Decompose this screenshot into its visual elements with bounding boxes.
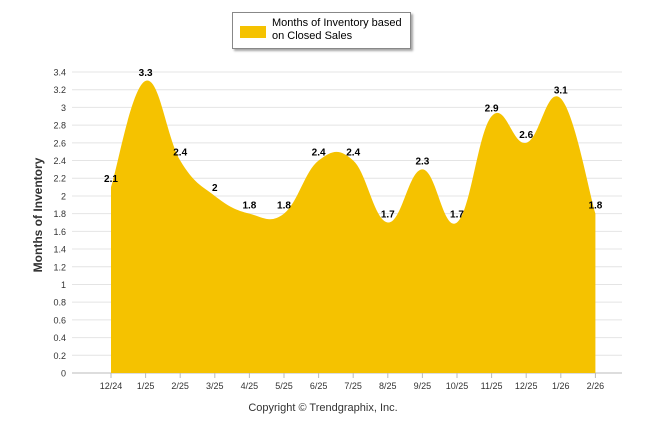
y-tick-label: 1.8	[53, 209, 66, 219]
legend-label: Months of Inventory based on Closed Sale…	[272, 17, 402, 42]
x-tick-label: 5/25	[275, 381, 293, 391]
y-tick-label: 0.6	[53, 315, 66, 325]
data-label: 1.8	[588, 201, 602, 212]
y-tick-label: 1	[61, 280, 66, 290]
x-tick-label: 4/25	[241, 381, 259, 391]
y-tick-label: 1.4	[53, 245, 66, 255]
x-tick-label: 12/24	[100, 381, 123, 391]
x-tick-label: 10/25	[446, 381, 469, 391]
y-tick-label: 2.8	[53, 121, 66, 131]
y-tick-label: 0.8	[53, 298, 66, 308]
data-label: 1.8	[242, 201, 256, 212]
data-labels: 2.1 3.3 2.4 2 1.8 1.8 2.4 2.4 1.7 2.3 1.7 2.9 2.6 3.1…	[104, 68, 603, 221]
y-tick-label: 1.6	[53, 227, 66, 237]
x-tick-label: 2/26	[587, 381, 605, 391]
y-tick-label: 0	[61, 369, 66, 379]
data-label: 1.7	[381, 210, 395, 221]
data-label: 3.1	[554, 86, 568, 97]
data-label: 2.4	[312, 148, 326, 159]
x-tick-label: 9/25	[414, 381, 432, 391]
x-tick-label: 6/25	[310, 381, 328, 391]
data-label: 2.6	[519, 130, 533, 141]
y-tick-label: 0.4	[53, 333, 66, 343]
y-tick-label: 0.2	[53, 351, 66, 361]
area-series	[111, 80, 596, 374]
legend: Months of Inventory based on Closed Sale…	[232, 12, 411, 49]
data-label: 2.1	[104, 174, 118, 185]
y-tick-label: 3	[61, 103, 66, 113]
data-label: 2.3	[415, 156, 429, 167]
y-tick-label: 3.4	[53, 68, 66, 78]
data-label: 2	[212, 183, 218, 194]
data-label: 1.8	[277, 201, 291, 212]
x-tick-label: 1/25	[137, 381, 155, 391]
data-label: 3.3	[139, 68, 153, 79]
x-tick-label: 7/25	[344, 381, 362, 391]
data-label: 2.4	[346, 148, 360, 159]
data-label: 1.7	[450, 210, 464, 221]
y-axis-label: Months of Inventory	[31, 157, 45, 272]
data-label: 2.4	[173, 148, 187, 159]
x-axis: 12/24 1/25 2/25 3/25 4/25 5/25 6/25 7/25 8/25 9/2…	[100, 373, 604, 391]
y-tick-label: 2.6	[53, 138, 66, 148]
y-tick-label: 3.2	[53, 85, 66, 95]
x-tick-label: 11/25	[481, 381, 503, 391]
copyright-text: Copyright © Trendgraphix, Inc.	[248, 402, 398, 414]
x-tick-label: 8/25	[379, 381, 397, 391]
y-tick-label: 2	[61, 191, 66, 201]
y-axis-ticks: 0 0.2 0.4 0.6 0.8 1 1.2 1.4 1.6 1.8 2 2.2 2.4 2.6 2.8 3…	[53, 68, 66, 379]
x-tick-label: 2/25	[171, 381, 189, 391]
x-tick-label: 1/26	[552, 381, 570, 391]
y-tick-label: 1.2	[53, 262, 66, 272]
x-tick-label: 12/25	[515, 381, 538, 391]
y-tick-label: 2.2	[53, 174, 66, 184]
x-tick-label: 3/25	[206, 381, 224, 391]
data-label: 2.9	[485, 103, 499, 114]
legend-swatch	[240, 26, 266, 38]
y-tick-label: 2.4	[53, 156, 66, 166]
